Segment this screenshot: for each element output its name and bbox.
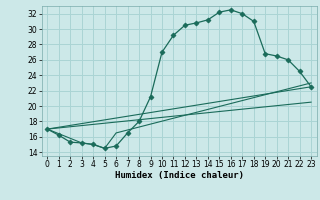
X-axis label: Humidex (Indice chaleur): Humidex (Indice chaleur) bbox=[115, 171, 244, 180]
